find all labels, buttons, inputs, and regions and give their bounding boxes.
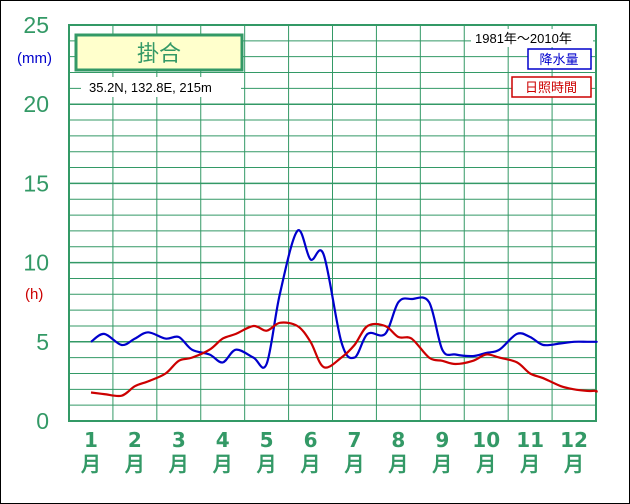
legend-precip-box bbox=[527, 48, 592, 70]
month-number: 1 bbox=[84, 428, 98, 452]
y-tick-label: 5 bbox=[36, 329, 49, 355]
month-unit: 月 bbox=[431, 452, 452, 476]
month-unit: 月 bbox=[387, 452, 408, 476]
month-unit: 月 bbox=[256, 452, 277, 476]
station-name: 掛合 bbox=[137, 42, 181, 67]
month-unit: 月 bbox=[80, 452, 101, 476]
month-unit: 月 bbox=[343, 452, 364, 476]
month-number: 9 bbox=[435, 428, 449, 452]
month-unit: 月 bbox=[519, 452, 540, 476]
month-number: 8 bbox=[391, 428, 405, 452]
month-number: 7 bbox=[347, 428, 361, 452]
month-number: 6 bbox=[304, 428, 318, 452]
period-label: 1981年～2010年 bbox=[475, 31, 572, 46]
y-tick-label: 0 bbox=[36, 408, 49, 434]
month-number: 12 bbox=[560, 428, 588, 452]
y-axis-ticks: 0 5 10 15 20 25 bbox=[23, 12, 49, 434]
month-number: 4 bbox=[216, 428, 230, 452]
series-layer bbox=[90, 229, 598, 398]
month-number: 3 bbox=[172, 428, 186, 452]
month-unit: 月 bbox=[300, 452, 321, 476]
series-line-precipitation bbox=[90, 229, 598, 369]
period-box bbox=[471, 29, 593, 47]
y-tick-label: 25 bbox=[23, 12, 49, 38]
month-unit: 月 bbox=[563, 452, 584, 476]
month-unit: 月 bbox=[212, 452, 233, 476]
month-unit: 月 bbox=[124, 452, 145, 476]
station-box bbox=[74, 33, 244, 72]
series-line-sunshine bbox=[90, 321, 598, 398]
y-unit-sunshine: (h) bbox=[25, 286, 43, 303]
y-tick-label: 10 bbox=[23, 250, 49, 276]
month-number: 10 bbox=[472, 428, 500, 452]
month-unit: 月 bbox=[475, 452, 496, 476]
location-box bbox=[81, 77, 241, 97]
month-number: 2 bbox=[128, 428, 142, 452]
month-number: 11 bbox=[516, 428, 544, 452]
y-tick-label: 20 bbox=[23, 91, 49, 117]
legend-sunshine-label: 日照時間 bbox=[525, 81, 577, 96]
y-unit-precip: (mm) bbox=[17, 50, 52, 67]
month-unit: 月 bbox=[168, 452, 189, 476]
month-number: 5 bbox=[260, 428, 274, 452]
legend-sunshine-box bbox=[511, 76, 592, 98]
y-tick-label: 15 bbox=[23, 170, 49, 196]
location-label: 35.2N, 132.8E, 215m bbox=[89, 80, 212, 95]
legend-precip-label: 降水量 bbox=[539, 53, 578, 68]
